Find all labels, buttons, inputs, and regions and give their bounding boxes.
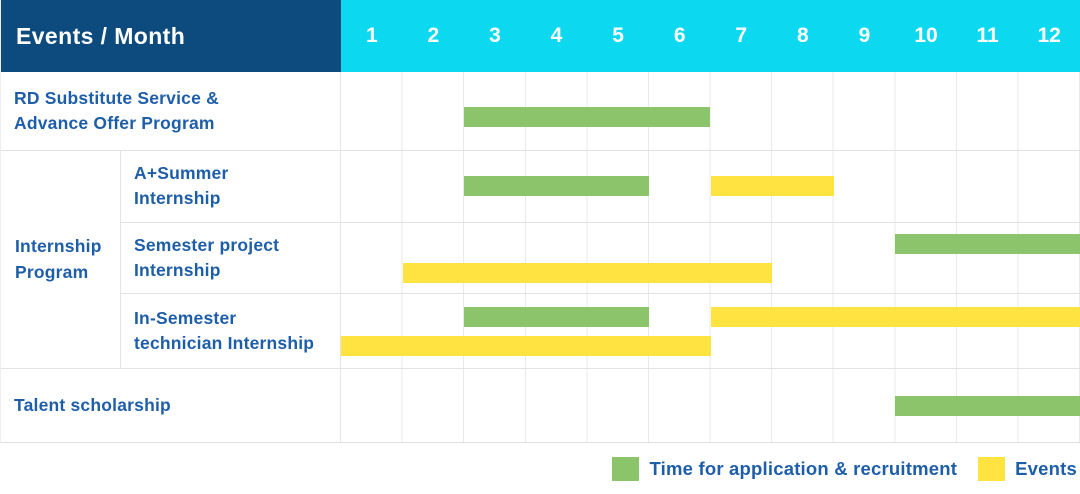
row-talent-scholarship: Talent scholarship [1, 368, 1080, 442]
month-header-7: 7 [735, 24, 748, 47]
row-in-semester-technician-internship: In-Semester technician Internship [121, 293, 1080, 368]
month-header-5: 5 [612, 24, 624, 47]
month-header-9: 9 [858, 24, 871, 47]
a-plus-summer-events-bar [710, 176, 834, 197]
in-semester-technician-internship-track [341, 294, 1080, 368]
talent-scholarship-track [341, 369, 1080, 442]
talent-scholarship-label: Talent scholarship [1, 369, 341, 442]
events-month-gantt-table: Events / Month 1 2 3 4 5 6 7 8 9 10 11 1… [0, 0, 1080, 443]
semester-project-events-bar [402, 263, 773, 283]
legend-application-recruitment-label: Time for application & recruitment [649, 458, 958, 479]
events-month-header-cell: Events / Month [1, 0, 341, 72]
month-header-8: 8 [796, 24, 809, 47]
legend-events-label: Events [1015, 458, 1077, 479]
rd-application-recruitment-bar [464, 107, 711, 127]
table-header-row: Events / Month 1 2 3 4 5 6 7 8 9 10 11 1… [1, 0, 1080, 72]
row-rd-substitute-service: RD Substitute Service & Advance Offer Pr… [1, 72, 1080, 150]
legend-yellow-swatch-icon [978, 457, 1006, 481]
rd-substitute-service-track [341, 72, 1080, 150]
month-header-strip: 1 2 3 4 5 6 7 8 9 10 11 12 [341, 0, 1080, 72]
talent-scholarship-application-recruitment-bar [895, 395, 1080, 416]
month-header-6: 6 [673, 24, 686, 47]
a-plus-summer-internship-track [341, 151, 1080, 222]
in-semester-application-recruitment-bar [464, 307, 649, 328]
month-header-2: 2 [427, 24, 440, 47]
row-semester-project-internship: Semester project Internship [121, 221, 1080, 294]
month-header-11: 11 [976, 24, 999, 47]
legend: Time for application & recruitment Event… [0, 443, 1080, 494]
in-semester-events-bar-fall [710, 307, 1080, 328]
month-header-3: 3 [489, 24, 501, 47]
a-plus-summer-application-recruitment-bar [464, 176, 649, 197]
legend-green-swatch-icon [612, 457, 640, 481]
month-header-12: 12 [1037, 24, 1061, 47]
month-header-4: 4 [550, 24, 563, 47]
semester-project-internship-label: Semester project Internship [121, 222, 341, 294]
internship-program-label: Internship Program [1, 151, 121, 368]
legend-item-events: Events [978, 457, 1077, 481]
internship-program-group: Internship Program A+Summer Internship S… [1, 150, 1080, 368]
in-semester-technician-internship-label: In-Semester technician Internship [121, 294, 341, 368]
month-header-10: 10 [914, 24, 938, 47]
semester-project-internship-track [341, 222, 1080, 294]
row-a-plus-summer-internship: A+Summer Internship [121, 151, 1080, 222]
legend-item-application-recruitment: Time for application & recruitment [612, 457, 957, 481]
in-semester-events-bar-spring [341, 336, 711, 357]
semester-project-application-recruitment-bar [895, 234, 1080, 254]
rd-substitute-service-label: RD Substitute Service & Advance Offer Pr… [1, 72, 341, 150]
a-plus-summer-internship-label: A+Summer Internship [121, 151, 341, 222]
month-header-1: 1 [365, 24, 378, 47]
internship-program-subrows: A+Summer Internship Semester project Int… [121, 151, 1080, 368]
